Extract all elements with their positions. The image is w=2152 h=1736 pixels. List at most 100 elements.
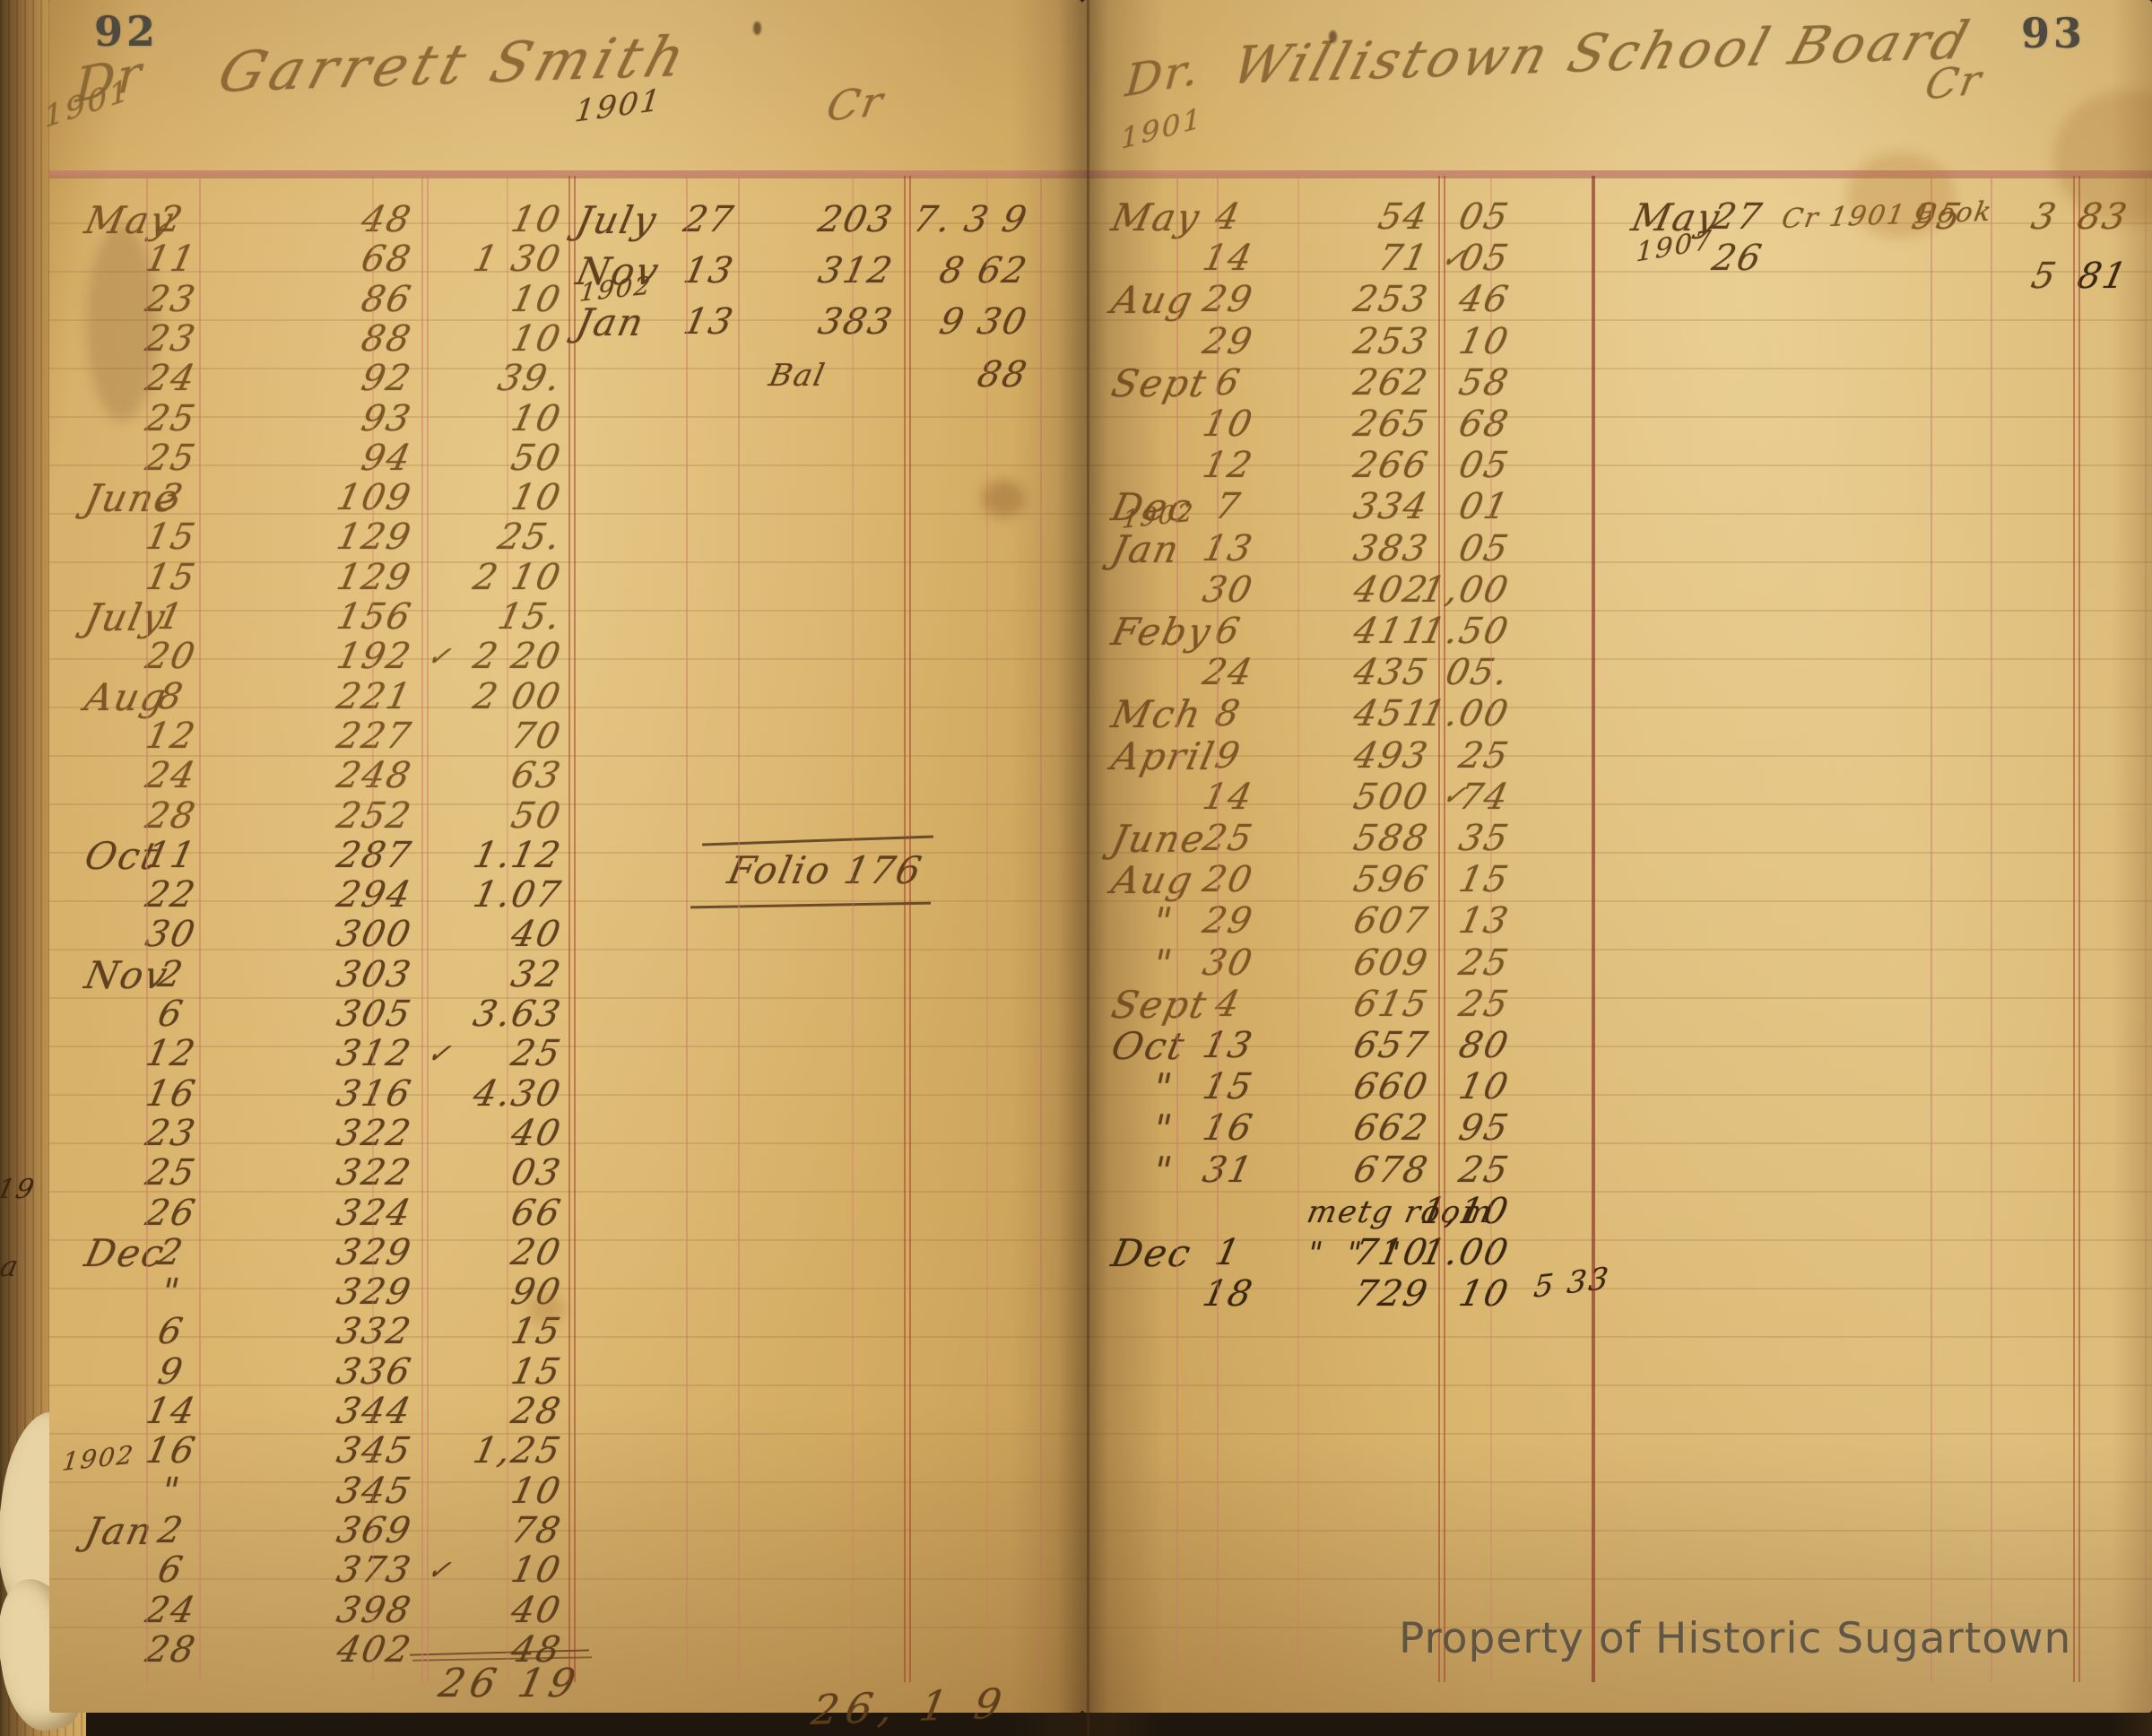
column-line: [372, 176, 374, 1682]
entry-amount: 58: [1454, 362, 1514, 404]
entry-amount: 05: [1454, 445, 1514, 486]
entry-description: Bal: [766, 358, 829, 394]
entry-day: 16: [1199, 1107, 1258, 1149]
entry-day: 29: [1199, 321, 1258, 362]
entry-reference: 369: [333, 1510, 416, 1551]
header-rule: [49, 170, 1082, 178]
entry-amount: 78: [507, 1510, 566, 1551]
entry-day: 14: [1199, 238, 1258, 279]
entry-amount: 15: [507, 1351, 566, 1393]
column-line: [909, 176, 911, 1682]
column-line: [738, 176, 740, 1682]
entry-day: 15: [142, 557, 201, 598]
entry-reference: 500: [1349, 777, 1433, 818]
entry-day: 24: [1199, 652, 1258, 693]
entry-amount: 66: [507, 1193, 566, 1234]
entry-reference: 660: [1349, 1066, 1433, 1107]
entry-amount: 40: [507, 1590, 566, 1631]
entry-amount: 1.00: [1417, 693, 1514, 734]
column-line: [1176, 176, 1178, 1682]
column-line: [2073, 176, 2075, 1682]
entry-amount: 39.: [494, 358, 566, 399]
account-title: Willistown School Board: [1225, 9, 1979, 96]
entry-day: 26: [1708, 238, 1767, 279]
entry-reference: 383: [814, 301, 898, 343]
entry-day: 23: [142, 1113, 201, 1154]
entry-reference: 221: [333, 676, 416, 717]
entry-day: 18: [1199, 1273, 1258, 1315]
entry-day: 28: [142, 1629, 201, 1671]
entry-reference: 192: [333, 636, 416, 677]
entry-reference: 332: [333, 1311, 416, 1352]
entry-reference: 287: [333, 835, 416, 876]
entry-reference: 322: [333, 1152, 416, 1194]
book-gutter-shadow: [1011, 0, 1164, 1736]
entry-reference: 345: [333, 1471, 416, 1512]
column-line: [1931, 176, 1932, 1682]
entry-reference: 312: [333, 1033, 416, 1074]
entry-month: July: [572, 198, 662, 242]
entry-day: 29: [1199, 279, 1258, 320]
column-line: [2145, 176, 2147, 1682]
entry-reference: 92: [357, 358, 416, 399]
entry-amount: 03: [507, 1152, 566, 1194]
paper-stain: [982, 480, 1025, 517]
entry-reference: 129: [333, 516, 416, 558]
column-line: [1217, 176, 1219, 1682]
page-number: 93: [2021, 9, 2087, 57]
entry-annotation: 5 33: [1532, 1260, 1612, 1306]
credit-label: Cr: [822, 76, 889, 131]
entry-day: 20: [1199, 859, 1258, 900]
entry-amount: 1.07: [469, 874, 566, 916]
entry-day: 30: [1199, 942, 1258, 984]
entry-amount: 10: [507, 1549, 566, 1591]
column-line: [199, 176, 201, 1682]
ledger-page-left: 92 Dr 1901 Garrett Smith Cr 1901 May 2 48 1…: [42, 0, 1082, 1734]
ink-speck: [1329, 30, 1337, 43]
ruled-lines: [1082, 222, 2152, 1675]
entry-amount: 32: [507, 954, 566, 995]
entry-amount: 25: [1454, 735, 1514, 777]
column-line: [574, 176, 576, 1682]
entry-amount: 10: [507, 318, 566, 360]
entry-day: 15: [142, 516, 201, 558]
entry-reference: 435: [1349, 652, 1433, 693]
entry-amount: 10: [507, 199, 566, 240]
page-fold-edge: [1087, 0, 1089, 1736]
entry-reference: 294: [333, 874, 416, 916]
entry-reference: 322: [333, 1113, 416, 1154]
entry-reference: 493: [1349, 735, 1433, 777]
entry-reference: 596: [1349, 859, 1433, 900]
entry-amount: 95: [1454, 1107, 1514, 1149]
entry-reference: 383: [1349, 528, 1433, 569]
entry-amount: 1 30: [469, 239, 566, 280]
entry-day: 30: [1199, 569, 1258, 611]
entry-amount: 1.50: [1417, 611, 1514, 652]
entry-amount: 80: [1454, 1025, 1514, 1066]
entry-reference: 729: [1349, 1273, 1433, 1315]
entry-reference: 345: [333, 1430, 416, 1471]
entry-amount: 10: [507, 477, 566, 518]
entry-day: 12: [142, 1033, 201, 1074]
entry-amount: 2 20: [469, 636, 566, 677]
entry-day: 22: [142, 874, 201, 916]
column-line: [1592, 176, 1595, 1682]
entry-day: 12: [1199, 445, 1258, 486]
paper-stain: [86, 224, 158, 421]
debit-total: 26 19: [435, 1661, 585, 1706]
entry-reference: 312: [814, 250, 898, 291]
entry-reference: 615: [1349, 984, 1433, 1025]
column-line: [1444, 176, 1445, 1682]
entry-reference: 402: [333, 1629, 416, 1671]
entry-reference: 54: [1374, 196, 1433, 238]
entry-reference: 607: [1349, 900, 1433, 942]
entry-amount: 05: [1454, 528, 1514, 569]
entry-reference: 262: [1349, 362, 1433, 404]
entry-day: 25: [142, 1152, 201, 1194]
entry-amount: 01: [1454, 486, 1514, 527]
entry-reference: 336: [333, 1351, 416, 1393]
entry-day: 27: [680, 199, 739, 240]
entry-day: 29: [1199, 900, 1258, 942]
entry-amount: 25: [507, 1033, 566, 1074]
entry-reference: 253: [1349, 279, 1433, 320]
